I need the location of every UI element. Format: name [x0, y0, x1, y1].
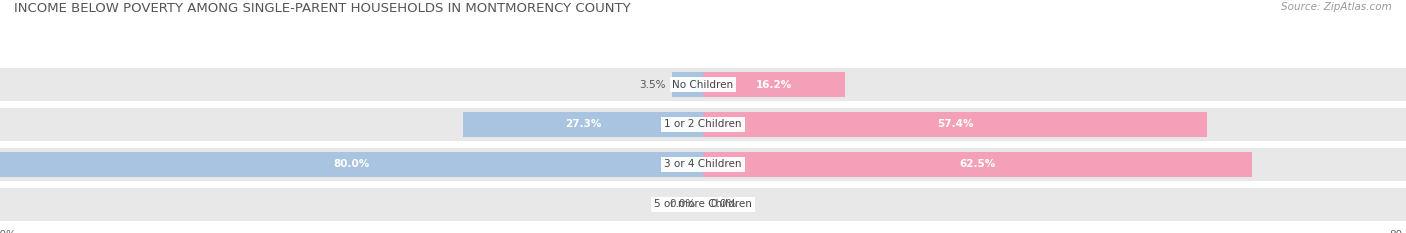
Text: 0.0%: 0.0%	[669, 199, 696, 209]
Text: 0.0%: 0.0%	[710, 199, 737, 209]
Bar	[703, 112, 1208, 137]
Bar	[703, 72, 845, 97]
Text: 27.3%: 27.3%	[565, 120, 602, 130]
Bar	[0, 152, 703, 177]
Text: 3.5%: 3.5%	[638, 79, 665, 89]
Text: 80.0%: 80.0%	[333, 159, 370, 169]
Bar	[672, 72, 703, 97]
Bar	[0, 148, 1406, 181]
Text: Source: ZipAtlas.com: Source: ZipAtlas.com	[1281, 2, 1392, 12]
Text: 57.4%: 57.4%	[936, 120, 973, 130]
Text: 1 or 2 Children: 1 or 2 Children	[664, 120, 742, 130]
Text: 3 or 4 Children: 3 or 4 Children	[664, 159, 742, 169]
Bar	[0, 188, 1406, 221]
Text: No Children: No Children	[672, 79, 734, 89]
Text: 5 or more Children: 5 or more Children	[654, 199, 752, 209]
Text: 16.2%: 16.2%	[756, 79, 793, 89]
Bar	[0, 68, 1406, 101]
Bar	[463, 112, 703, 137]
Bar	[0, 108, 1406, 141]
Text: 62.5%: 62.5%	[959, 159, 995, 169]
Bar	[703, 152, 1253, 177]
Text: INCOME BELOW POVERTY AMONG SINGLE-PARENT HOUSEHOLDS IN MONTMORENCY COUNTY: INCOME BELOW POVERTY AMONG SINGLE-PARENT…	[14, 2, 631, 15]
